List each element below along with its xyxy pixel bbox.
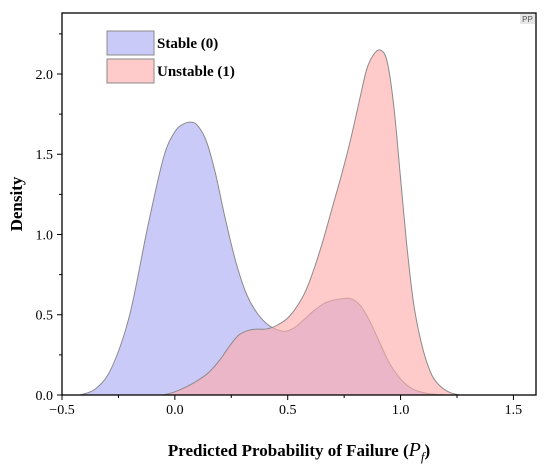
- series-layer: [79, 49, 460, 396]
- y-tick-label: 1.0: [36, 228, 54, 243]
- x-axis-label: Predicted Probability of Failure (Pf): [168, 439, 430, 464]
- x-tick-label: 1.5: [505, 403, 523, 418]
- x-axis-label-text: Predicted Probability of Failure (: [168, 441, 409, 460]
- legend-label-0: Stable (0): [157, 36, 218, 52]
- y-axis-label: Density: [7, 176, 26, 231]
- x-tick-label: 0.5: [279, 403, 297, 418]
- legend-swatch-1: [106, 58, 155, 84]
- pp-badge: PP: [522, 15, 533, 24]
- x-tick-label: 0.0: [166, 403, 184, 418]
- x-axis-label-subscript: f: [421, 449, 427, 464]
- plot-frame: [61, 12, 537, 396]
- series-1-outline: [163, 49, 460, 396]
- x-tick-label: 1.0: [392, 403, 410, 418]
- y-tick-label: 1.5: [36, 148, 54, 163]
- y-tick-label: 2.0: [36, 68, 54, 83]
- y-tick-label: 0.0: [36, 389, 54, 404]
- ticks-layer: −0.5 0.0 0.5 1.0 1.50.00.51.01.52.0: [36, 33, 523, 418]
- pp-badge-bg: [520, 14, 535, 24]
- y-tick-label: 0.5: [36, 309, 54, 324]
- legend-swatch-0: [106, 30, 155, 56]
- x-axis-label-close: ): [424, 441, 430, 460]
- legend-label-1: Unstable (1): [157, 64, 235, 80]
- x-axis-label-symbol: P: [408, 439, 421, 461]
- legend: Stable (0) Unstable (1): [106, 30, 235, 84]
- x-tick-label: −0.5: [49, 403, 74, 418]
- series-1-area: [163, 49, 460, 396]
